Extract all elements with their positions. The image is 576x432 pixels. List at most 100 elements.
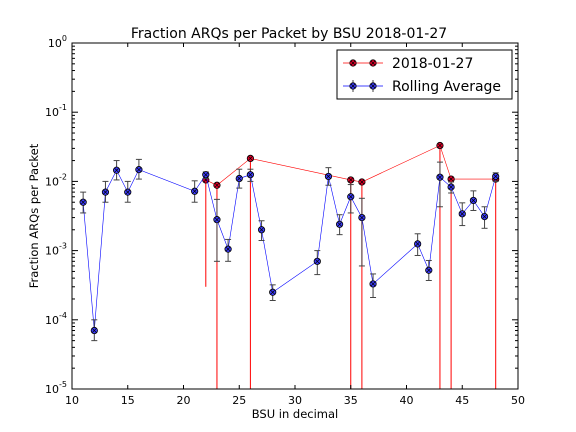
series-1-point-11 xyxy=(246,171,254,179)
plot-marks xyxy=(79,141,500,389)
legend-item-0: 2018-01-27 xyxy=(343,56,473,72)
y-tick-label-1: 10-4 xyxy=(45,311,67,327)
series-0-marker-cross-b-5 xyxy=(437,143,443,148)
x-tick-label-0: 10 xyxy=(65,394,79,407)
y-tick-label-5: 100 xyxy=(48,34,67,50)
x-tick-label-4: 30 xyxy=(288,394,302,407)
x-tick-label-7: 45 xyxy=(455,394,469,407)
series-1-marker-cross-b-17 xyxy=(348,194,353,199)
y-tick-label-2: 10-3 xyxy=(45,242,67,258)
legend-marker-cross-b xyxy=(350,83,356,89)
x-tick-label-1: 15 xyxy=(121,394,135,407)
series-0-point-6 xyxy=(447,175,455,183)
series-1-marker-cross-b-9 xyxy=(225,246,231,252)
y-axis-label: Fraction ARQs per Packet xyxy=(27,143,41,288)
series-0-point-4 xyxy=(358,178,366,186)
chart-title: Fraction ARQs per Packet by BSU 2018-01-… xyxy=(131,26,447,42)
series-1-point-6 xyxy=(191,187,199,195)
series-1-point-14 xyxy=(313,257,321,265)
legend-label-1: Rolling Average xyxy=(392,79,501,95)
series-1-point-17 xyxy=(347,193,355,201)
series-1-marker-cross-b-24 xyxy=(460,211,465,217)
series-1-marker-cross-b-19 xyxy=(370,281,376,287)
x-tick-label-3: 25 xyxy=(232,394,246,407)
y-tick-exponent-1: -4 xyxy=(59,311,67,320)
legend-item-1: Rolling Average xyxy=(343,79,501,95)
series-1 xyxy=(79,158,500,342)
series-1-point-24 xyxy=(458,210,466,218)
legend-marker-cross-b xyxy=(370,83,376,89)
y-tick-base-3: 10 xyxy=(45,175,59,188)
series-0-point-5 xyxy=(436,141,444,150)
series-1-point-2 xyxy=(101,188,110,196)
series-1-marker-cross-b-2 xyxy=(103,189,108,195)
series-1-marker-cross-b-3 xyxy=(114,167,119,173)
series-1-point-18 xyxy=(358,213,366,222)
series-1-point-19 xyxy=(369,280,377,288)
legend-marker-cross-b xyxy=(370,60,376,66)
series-1-marker-cross-b-8 xyxy=(214,217,220,222)
series-1-marker-cross-b-14 xyxy=(315,259,320,264)
series-1-point-22 xyxy=(436,173,444,181)
series-1-point-7 xyxy=(202,171,210,179)
y-tick-exponent-2: -3 xyxy=(59,242,67,251)
series-1-point-26 xyxy=(480,212,489,221)
series-1-point-13 xyxy=(269,288,277,296)
series-1-point-8 xyxy=(213,216,221,224)
series-1-marker-cross-b-22 xyxy=(437,174,443,180)
series-1-point-12 xyxy=(257,226,266,234)
series-1-point-1 xyxy=(90,326,98,335)
series-1-marker-cross-b-7 xyxy=(203,172,209,177)
series-0-marker-cross-b-6 xyxy=(448,176,454,182)
y-tick-base-4: 10 xyxy=(45,106,59,119)
x-tick-label-2: 20 xyxy=(177,394,191,407)
series-1-marker-cross-b-16 xyxy=(337,222,342,227)
series-1-marker-cross-b-23 xyxy=(448,184,454,190)
x-tick-label-6: 40 xyxy=(400,394,414,407)
x-tick-label-8: 50 xyxy=(511,394,525,407)
series-1-point-3 xyxy=(113,166,121,174)
series-1-marker-cross-b-25 xyxy=(471,198,476,203)
y-tick-label-3: 10-2 xyxy=(45,172,67,188)
series-0 xyxy=(202,141,500,389)
series-1-marker-cross-b-0 xyxy=(80,199,86,205)
y-tick-exponent-3: -2 xyxy=(59,172,67,181)
series-1-point-9 xyxy=(224,245,232,253)
legend-marker-cross-b xyxy=(350,60,356,66)
series-0-marker-cross-b-1 xyxy=(214,182,220,188)
y-tick-base-0: 10 xyxy=(45,383,59,396)
series-1-marker-cross-b-13 xyxy=(270,290,275,295)
series-1-marker-cross-b-20 xyxy=(415,241,420,247)
series-1-point-10 xyxy=(235,174,243,183)
series-1-point-27 xyxy=(492,172,500,181)
series-0-marker-cross-b-3 xyxy=(348,177,353,183)
y-tick-base-2: 10 xyxy=(45,245,59,258)
x-axis: 10 15 20 25 30 35 40 45 50 xyxy=(65,43,525,407)
y-tick-exponent-4: -1 xyxy=(59,103,67,112)
x-axis-label: BSU in decimal xyxy=(252,407,339,421)
series-0-point-2 xyxy=(246,154,254,162)
series-0-marker-cross-b-4 xyxy=(359,179,365,185)
series-1-point-15 xyxy=(324,172,333,181)
series-0-marker-cross-b-2 xyxy=(248,156,253,161)
legend-label-0: 2018-01-27 xyxy=(392,56,473,72)
series-1-marker-cross-b-6 xyxy=(192,189,197,194)
series-1-line xyxy=(82,169,496,331)
legend: 2018-01-27 Rolling Average xyxy=(336,49,513,100)
series-1-point-16 xyxy=(335,220,344,228)
series-0-point-3 xyxy=(347,176,355,184)
x-tick-label-5: 35 xyxy=(344,394,358,407)
legend-box xyxy=(336,49,513,100)
series-1-marker-cross-b-1 xyxy=(92,328,97,333)
y-tick-base-1: 10 xyxy=(45,314,59,327)
y-tick-exponent-5: 0 xyxy=(62,34,67,43)
series-1-point-5 xyxy=(135,166,143,174)
series-1-point-4 xyxy=(124,188,132,196)
series-1-point-21 xyxy=(425,266,433,274)
series-1-marker-cross-b-27 xyxy=(493,174,498,179)
series-1-marker-cross-b-18 xyxy=(359,215,365,220)
series-1-marker-cross-b-10 xyxy=(237,176,242,181)
series-0-point-1 xyxy=(213,181,221,189)
series-1-marker-cross-b-12 xyxy=(259,227,264,233)
